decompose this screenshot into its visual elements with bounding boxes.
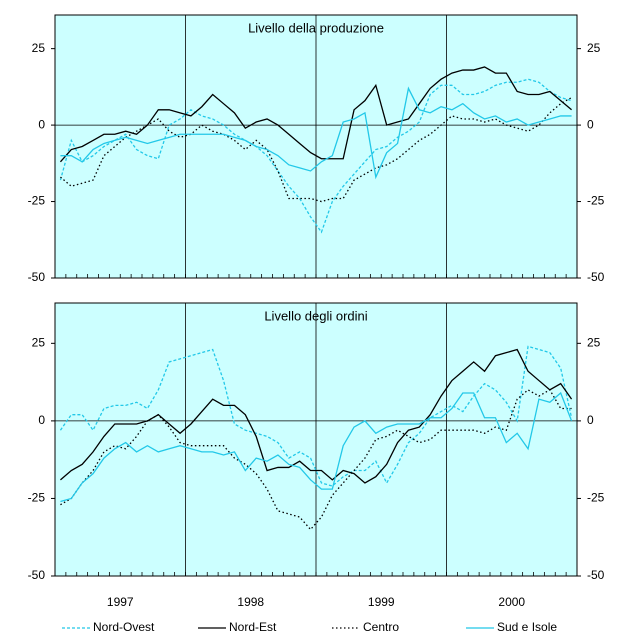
- year-label: 2000: [498, 595, 525, 609]
- panel-title: Livello degli ordini: [264, 308, 367, 323]
- series-line: [59, 345, 573, 487]
- panel-title: Livello della produzione: [248, 20, 384, 35]
- y2-tick-label: -50: [587, 568, 605, 582]
- series-line: [59, 66, 572, 163]
- year-label: 1999: [368, 595, 395, 609]
- series-line: [60, 391, 573, 503]
- y-tick-label: 0: [38, 413, 45, 427]
- y2-tick-label: 25: [587, 336, 601, 350]
- y2-tick-label: -25: [587, 491, 605, 505]
- y2-tick-label: 25: [587, 41, 601, 55]
- legend-label: Sud e Isole: [497, 620, 557, 634]
- legend-label: Centro: [363, 620, 399, 634]
- y-tick-label: -25: [28, 491, 46, 505]
- y2-tick-label: -25: [587, 194, 605, 208]
- series-line: [59, 78, 572, 234]
- y-tick-label: 25: [32, 41, 46, 55]
- y-tick-label: -50: [28, 568, 46, 582]
- year-label: 1998: [237, 595, 264, 609]
- y-tick-label: 25: [32, 336, 46, 350]
- y2-tick-label: 0: [587, 117, 594, 131]
- y-tick-label: 0: [38, 117, 45, 131]
- series-line: [60, 348, 573, 484]
- y-tick-label: -50: [28, 270, 46, 284]
- legend-label: Nord-Ovest: [93, 620, 155, 634]
- y-tick-label: -25: [28, 194, 46, 208]
- year-label: 1997: [107, 595, 134, 609]
- y2-tick-label: 0: [587, 413, 594, 427]
- y2-tick-label: -50: [587, 270, 605, 284]
- series-line: [60, 86, 572, 180]
- legend-label: Nord-Est: [229, 620, 277, 634]
